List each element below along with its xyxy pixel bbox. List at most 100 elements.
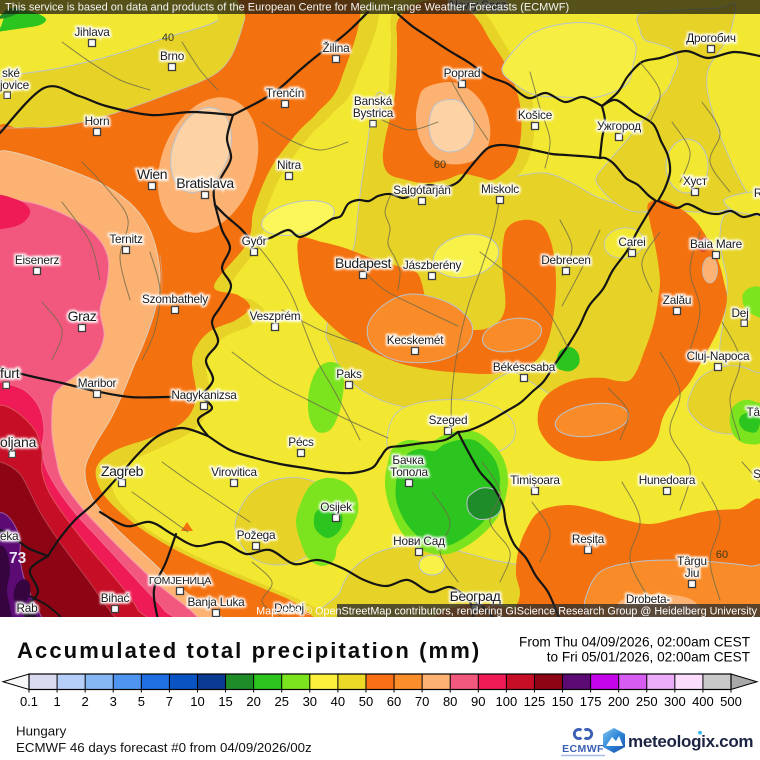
svg-text:Bihać: Bihać (101, 591, 130, 605)
svg-text:Virovitica: Virovitica (211, 465, 257, 479)
svg-text:50: 50 (359, 694, 373, 709)
svg-text:Jászberény: Jászberény (403, 258, 462, 272)
svg-text:Poprad: Poprad (444, 66, 481, 80)
svg-text:Trenčín: Trenčín (266, 86, 304, 100)
svg-text:150: 150 (552, 694, 574, 709)
svg-text:80: 80 (443, 694, 457, 709)
svg-text:Reșița: Reșița (572, 532, 605, 546)
svg-text:40: 40 (331, 694, 345, 709)
svg-text:73: 73 (9, 550, 27, 567)
svg-text:Miskolc: Miskolc (481, 182, 519, 196)
svg-text:Osijek: Osijek (320, 500, 352, 514)
svg-text:Dej: Dej (731, 306, 748, 320)
svg-text:oljana: oljana (0, 434, 37, 450)
svg-text:Košice: Košice (518, 108, 553, 122)
svg-text:Požega: Požega (237, 528, 276, 542)
svg-text:Drobeta-: Drobeta- (626, 592, 671, 606)
svg-text:Târ: Târ (746, 405, 760, 419)
svg-text:Београд: Београд (450, 588, 501, 604)
svg-text:furt: furt (0, 365, 20, 381)
svg-text:Nagykanizsa: Nagykanizsa (171, 388, 237, 402)
svg-text:100: 100 (496, 694, 518, 709)
svg-text:Banská: Banská (354, 94, 393, 108)
svg-text:Ternitz: Ternitz (109, 232, 143, 246)
svg-text:jovice: jovice (0, 78, 30, 92)
svg-text:Hunedoara: Hunedoara (639, 473, 696, 487)
svg-text:Map data © OpenStreetMap contr: Map data © OpenStreetMap contributors, r… (256, 606, 757, 618)
svg-text:R: R (754, 186, 760, 200)
svg-text:Salgótarján: Salgótarján (393, 183, 450, 197)
svg-text:ECMWF 46 days forecast #0 from: ECMWF 46 days forecast #0 from 04/09/202… (16, 740, 312, 755)
svg-text:Virovitica: Virovitica (211, 465, 257, 479)
svg-text:40: 40 (162, 32, 174, 44)
svg-text:7: 7 (166, 694, 173, 709)
svg-text:jovice: jovice (0, 78, 30, 92)
svg-text:Győr: Győr (242, 234, 267, 248)
svg-text:Бачка: Бачка (392, 453, 424, 467)
svg-text:Timișoara: Timișoara (510, 473, 560, 487)
svg-text:Reșița: Reșița (572, 532, 605, 546)
svg-text:Bratislava: Bratislava (176, 175, 234, 191)
svg-text:Banja Luka: Banja Luka (187, 595, 245, 609)
svg-text:Jiu: Jiu (685, 566, 699, 580)
svg-text:Rab: Rab (16, 601, 38, 615)
svg-text:Târgu: Târgu (677, 554, 707, 568)
svg-text:Carei: Carei (618, 235, 645, 249)
svg-text:Banská: Banská (354, 94, 393, 108)
svg-text:90: 90 (471, 694, 485, 709)
svg-text:Baia Mare: Baia Mare (690, 237, 743, 251)
svg-text:Doboj: Doboj (274, 601, 304, 615)
svg-text:Požega: Požega (237, 528, 276, 542)
svg-text:Wien: Wien (137, 166, 167, 182)
svg-text:Osijek: Osijek (320, 500, 352, 514)
svg-text:Zalău: Zalău (663, 293, 692, 307)
svg-text:Hunedoara: Hunedoara (639, 473, 696, 487)
svg-text:Hungary: Hungary (16, 724, 67, 739)
svg-text:Топола: Топола (390, 465, 428, 479)
svg-text:Топола: Топола (390, 465, 428, 479)
svg-text:Baia Mare: Baia Mare (690, 237, 743, 251)
svg-text:Szombathely: Szombathely (142, 292, 208, 306)
svg-text:2: 2 (82, 694, 89, 709)
svg-text:Szeged: Szeged (429, 413, 468, 427)
svg-text:Maribor: Maribor (78, 376, 117, 390)
svg-text:Békéscsaba: Békéscsaba (493, 360, 556, 374)
svg-text:Budapest: Budapest (335, 255, 391, 271)
svg-text:Paks: Paks (336, 367, 362, 381)
svg-text:10: 10 (190, 694, 204, 709)
svg-text:Cluj-Napoca: Cluj-Napoca (687, 349, 750, 363)
svg-text:Dej: Dej (731, 306, 748, 320)
svg-text:ГОМЈЕНИЦА: ГОМЈЕНИЦА (149, 575, 212, 587)
svg-text:Bihać: Bihać (101, 591, 130, 605)
svg-text:From Thu 04/09/2026, 02:00am C: From Thu 04/09/2026, 02:00am CEST (519, 635, 750, 650)
svg-text:S: S (753, 467, 760, 481)
svg-text:Paks: Paks (336, 367, 362, 381)
svg-text:15: 15 (218, 694, 232, 709)
svg-text:Kecskemét: Kecskemét (387, 333, 444, 347)
svg-text:ECMWF: ECMWF (562, 743, 604, 755)
svg-text:Jihlava: Jihlava (74, 25, 110, 39)
svg-text:ské: ské (2, 66, 20, 80)
svg-text:0.1: 0.1 (20, 694, 38, 709)
svg-text:meteologix.com: meteologix.com (628, 732, 753, 751)
svg-text:70: 70 (415, 694, 429, 709)
svg-text:Nagykanizsa: Nagykanizsa (171, 388, 237, 402)
svg-text:Jászberény: Jászberény (403, 258, 462, 272)
svg-text:Nitra: Nitra (277, 158, 302, 172)
svg-text:Debrecen: Debrecen (541, 253, 591, 267)
svg-text:500: 500 (720, 694, 742, 709)
svg-text:Eisenerz: Eisenerz (15, 253, 60, 267)
svg-text:Bystrica: Bystrica (353, 106, 394, 120)
svg-text:Дрогобич: Дрогобич (686, 31, 736, 45)
svg-text:Cluj-Napoca: Cluj-Napoca (687, 349, 750, 363)
svg-text:Pécs: Pécs (288, 435, 314, 449)
svg-text:Zagreb: Zagreb (101, 463, 144, 479)
svg-text:Salgótarján: Salgótarján (393, 183, 450, 197)
svg-text:Szombathely: Szombathely (142, 292, 208, 306)
svg-text:Rab: Rab (16, 601, 38, 615)
svg-text:Kecskemét: Kecskemét (387, 333, 444, 347)
svg-text:Horn: Horn (85, 114, 110, 128)
svg-text:ské: ské (2, 66, 20, 80)
svg-text:Târ: Târ (746, 405, 760, 419)
svg-text:Debrecen: Debrecen (541, 253, 591, 267)
